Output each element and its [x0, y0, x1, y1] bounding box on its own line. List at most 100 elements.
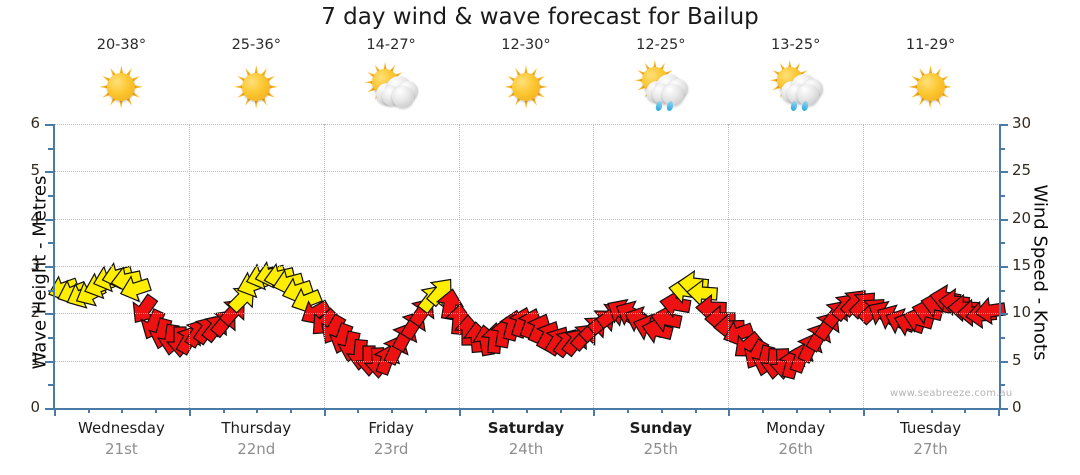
right-axis-tick-label: 10: [1012, 303, 1032, 322]
sunny-icon: [495, 56, 557, 118]
day-separator-gridline: [728, 124, 730, 408]
right-axis-title: Wind Speed - Knots: [1029, 184, 1051, 361]
left-axis-tick-label: 0: [30, 398, 40, 416]
left-axis-line: [53, 124, 55, 409]
left-axis-tick: [48, 147, 54, 150]
left-axis-tick-label: 5: [30, 161, 40, 180]
temperature-range: 12-25°: [636, 37, 686, 53]
x-axis-tick: [155, 408, 158, 413]
sun-ray: [928, 65, 933, 77]
x-axis-tick: [930, 408, 933, 413]
right-axis-tick: [999, 195, 1005, 197]
day-date-label: 24th: [508, 440, 544, 458]
sun-cloud-rain-icon: [630, 56, 692, 118]
day-date-label: 21st: [105, 440, 138, 458]
sun-disc: [511, 73, 540, 101]
right-axis-tick-label: 0: [1012, 398, 1022, 416]
x-axis-tick: [863, 408, 866, 416]
cloud-puff: [392, 86, 415, 108]
sun-cloud-icon: [360, 56, 422, 118]
day-separator-gridline: [863, 124, 865, 408]
x-axis-tick: [627, 408, 630, 413]
horizontal-gridline: [54, 171, 998, 173]
right-axis-tick: [999, 124, 1008, 126]
sunny-icon: [900, 56, 962, 118]
sun-icon: [900, 56, 962, 118]
day-footer-wednesday: Wednesday 21st: [54, 418, 189, 460]
plot-area: [48, 124, 1007, 408]
horizontal-gridline: [54, 124, 998, 125]
right-axis-tick: [999, 313, 1008, 316]
x-axis-tick: [323, 408, 326, 416]
horizontal-gridline: [54, 313, 998, 315]
left-axis-tick: [45, 360, 54, 363]
temperature-range: 14-27°: [366, 37, 416, 53]
x-axis-tick: [998, 408, 1000, 416]
x-axis-tick: [762, 408, 764, 413]
wind-direction-arrow: [973, 294, 1007, 328]
sun-ray: [119, 65, 124, 77]
left-axis-tick-label: 2: [30, 303, 40, 322]
day-separator-gridline: [458, 124, 460, 408]
day-date-label: 23rd: [373, 440, 409, 458]
x-axis-tick: [526, 408, 528, 413]
day-name-label: Sunday: [629, 419, 693, 437]
day-header-saturday: 12-30°: [459, 36, 594, 128]
day-name-label: Saturday: [487, 419, 565, 437]
day-date-label: 26th: [778, 440, 813, 458]
right-axis-tick: [999, 360, 1008, 363]
right-axis-tick: [999, 147, 1005, 150]
horizontal-gridline: [54, 360, 998, 362]
sun-disc: [916, 73, 945, 101]
day-header-wednesday: 20-38°: [54, 36, 189, 128]
horizontal-gridline: [54, 266, 998, 267]
left-axis-tick-label: 1: [30, 350, 40, 369]
left-axis-tick: [45, 408, 54, 410]
sun-icon: [90, 56, 152, 118]
right-axis-tick: [999, 384, 1005, 387]
temperature-range: 25-36°: [231, 37, 281, 53]
x-axis-tick: [559, 408, 562, 413]
day-header-thursday: 25-36°: [189, 36, 324, 128]
x-axis-tick: [121, 408, 124, 413]
x-axis-tick: [829, 408, 832, 413]
day-name-label: Thursday: [221, 419, 292, 437]
right-axis-tick: [999, 289, 1005, 292]
x-axis-tick: [492, 408, 495, 413]
left-axis-tick-label: 4: [30, 208, 40, 227]
x-axis-tick: [694, 408, 697, 413]
right-axis-tick: [999, 408, 1008, 410]
sun-ray: [523, 65, 529, 77]
day-footer-thursday: Thursday 22nd: [189, 418, 324, 460]
day-name-label: Monday: [766, 419, 826, 437]
temperature-range: 13-25°: [771, 37, 821, 53]
left-axis-tick: [48, 384, 54, 387]
x-axis-tick: [896, 408, 899, 413]
sunny-icon: [225, 56, 287, 118]
x-axis-tick: [795, 408, 798, 413]
sunny-icon: [90, 56, 152, 118]
day-header-sunday: 12-25°: [593, 36, 728, 128]
day-header-monday: 13-25°: [728, 36, 863, 128]
day-date-label: 27th: [913, 440, 948, 458]
day-name-label: Wednesday: [78, 419, 165, 437]
left-axis-tick: [48, 337, 54, 339]
sun-disc: [107, 73, 136, 101]
day-footer-friday: Friday 23rd: [324, 418, 459, 460]
right-axis-tick: [999, 266, 1008, 268]
day-footer-monday: Monday 26th: [728, 418, 863, 460]
left-axis-tick: [48, 289, 54, 292]
x-axis-tick: [256, 408, 259, 413]
left-axis-tick: [45, 171, 54, 174]
page-title: 7 day wind & wave forecast for Bailup: [321, 4, 759, 30]
right-axis-tick: [999, 337, 1005, 339]
right-axis-tick-label: 15: [1012, 256, 1032, 274]
day-footer-saturday: Saturday 24th: [459, 418, 594, 460]
x-axis-tick: [188, 408, 191, 416]
x-axis-tick: [964, 408, 967, 413]
sun-ray: [787, 59, 792, 70]
sun-icon: [225, 56, 287, 118]
wind-arrow-layer: [48, 124, 1007, 408]
watermark: www.seabreeze.com.au: [890, 388, 1013, 399]
